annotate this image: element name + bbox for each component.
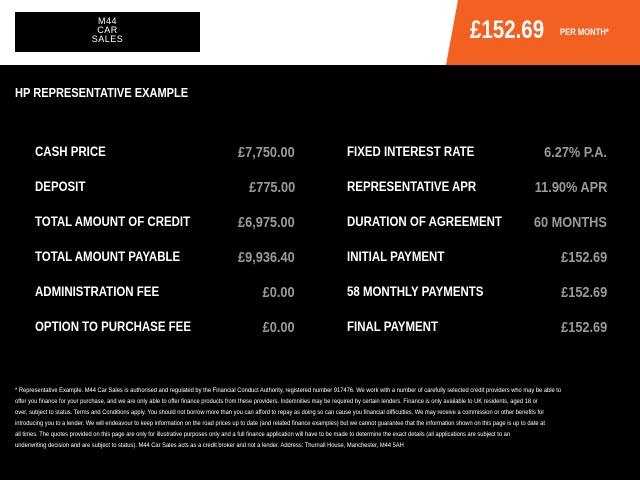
logo-line: SALES <box>91 34 124 44</box>
row-value: 6.27% P.A. <box>544 144 607 161</box>
finance-row: FIXED INTEREST RATE 6.27% P.A. <box>347 144 607 164</box>
finance-row: DURATION OF AGREEMENT 60 MONTHS <box>347 214 607 234</box>
row-value: £9,936.40 <box>238 249 295 266</box>
finance-row: 58 MONTHLY PAYMENTS £152.69 <box>347 284 607 304</box>
footnote-line: over, subject to status. Terms and Condi… <box>15 409 545 416</box>
row-label: FIXED INTEREST RATE <box>347 144 475 159</box>
row-value: £7,750.00 <box>238 144 295 161</box>
row-value: 11.90% APR <box>534 179 607 196</box>
finance-row: REPRESENTATIVE APR 11.90% APR <box>347 179 607 199</box>
logo[interactable]: M44 CAR SALES <box>15 12 200 52</box>
finance-row: TOTAL AMOUNT OF CREDIT £6,975.00 <box>35 214 295 234</box>
finance-row: TOTAL AMOUNT PAYABLE £9,936.40 <box>35 249 295 269</box>
per-month-label: PER MONTH* <box>560 27 609 37</box>
row-label: FINAL PAYMENT <box>347 319 438 334</box>
row-label: DURATION OF AGREEMENT <box>347 214 502 229</box>
footnote-line: all times. The quotes provided on this p… <box>15 431 511 438</box>
row-value: £0.00 <box>263 284 295 301</box>
row-label: TOTAL AMOUNT OF CREDIT <box>35 214 191 229</box>
row-label: TOTAL AMOUNT PAYABLE <box>35 249 181 264</box>
finance-row: DEPOSIT £775.00 <box>35 179 295 199</box>
footnote-line: offer you finance for your purchase, and… <box>15 398 538 405</box>
row-value: £152.69 <box>560 249 607 266</box>
monthly-price: £152.69 <box>470 16 545 44</box>
row-label: DEPOSIT <box>35 179 86 194</box>
row-label: ADMINISTRATION FEE <box>35 284 160 299</box>
row-label: REPRESENTATIVE APR <box>347 179 477 194</box>
footnote-line: underwriting decision and are subject to… <box>15 442 404 449</box>
footnote: * Representative Example. M44 Car Sales … <box>15 385 615 451</box>
row-value: £0.00 <box>263 319 295 336</box>
logo-line: CAR <box>97 25 118 35</box>
finance-row: ADMINISTRATION FEE £0.00 <box>35 284 295 304</box>
row-value: £775.00 <box>248 179 295 196</box>
finance-row: OPTION TO PURCHASE FEE £0.00 <box>35 319 295 339</box>
finance-row: INITIAL PAYMENT £152.69 <box>347 249 607 269</box>
row-label: 58 MONTHLY PAYMENTS <box>347 284 484 299</box>
logo-line: M44 <box>97 16 117 26</box>
row-label: CASH PRICE <box>35 144 106 159</box>
footnote-line: * Representative Example. M44 Car Sales … <box>15 387 562 394</box>
finance-row: CASH PRICE £7,750.00 <box>35 144 295 164</box>
footnote-line: introducing you to a lender. We will end… <box>15 420 545 427</box>
row-value: £152.69 <box>560 284 607 301</box>
price-banner <box>446 0 640 65</box>
row-label: OPTION TO PURCHASE FEE <box>35 319 192 334</box>
row-value: £152.69 <box>560 319 607 336</box>
section-title: HP REPRESENTATIVE EXAMPLE <box>15 85 189 100</box>
row-label: INITIAL PAYMENT <box>347 249 445 264</box>
row-value: 60 MONTHS <box>534 214 607 231</box>
finance-row: FINAL PAYMENT £152.69 <box>347 319 607 339</box>
row-value: £6,975.00 <box>238 214 295 231</box>
